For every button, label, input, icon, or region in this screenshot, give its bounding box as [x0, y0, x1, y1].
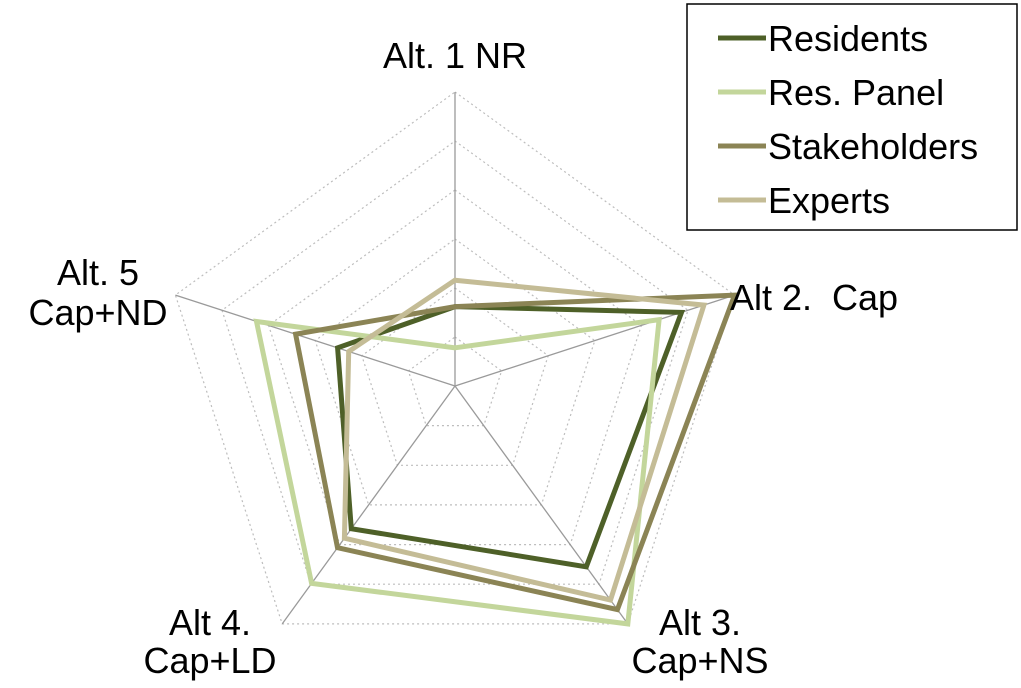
axis-label: Alt 2. Cap: [730, 277, 898, 318]
axis-spoke: [454, 385, 629, 625]
series-experts: [341, 277, 708, 604]
legend-label: Residents: [768, 18, 928, 59]
axis-label: Alt. 5 Cap+ND: [28, 252, 167, 333]
grid-ring: [221, 140, 689, 585]
grid-ring: [361, 287, 549, 466]
axis-labels: Alt. 1 NR Alt 2. Cap Alt 3. Cap+NS Alt 4. Cap…: [28, 35, 898, 681]
axis-label: Alt. 1 NR: [383, 35, 527, 76]
legend-label: Experts: [768, 180, 890, 221]
radar-axes: [175, 92, 735, 625]
series-res-panel: [253, 316, 662, 627]
axis-label: Alt 3. Cap+NS: [631, 602, 768, 681]
legend-label: Res. Panel: [768, 72, 944, 113]
series-residents: [334, 304, 686, 570]
radar-series: [253, 277, 739, 627]
legend: Residents Res. Panel Stakeholders Experts: [686, 3, 1018, 231]
legend-label: Stakeholders: [768, 126, 978, 167]
axis-spoke: [454, 294, 735, 387]
axis-label: Alt 4. Cap+LD: [143, 602, 276, 681]
legend-box: [686, 3, 1018, 231]
grid-ring: [314, 238, 596, 506]
series-stakeholders: [292, 292, 739, 613]
grid-ring: [174, 91, 736, 625]
axis-spoke: [175, 294, 456, 387]
